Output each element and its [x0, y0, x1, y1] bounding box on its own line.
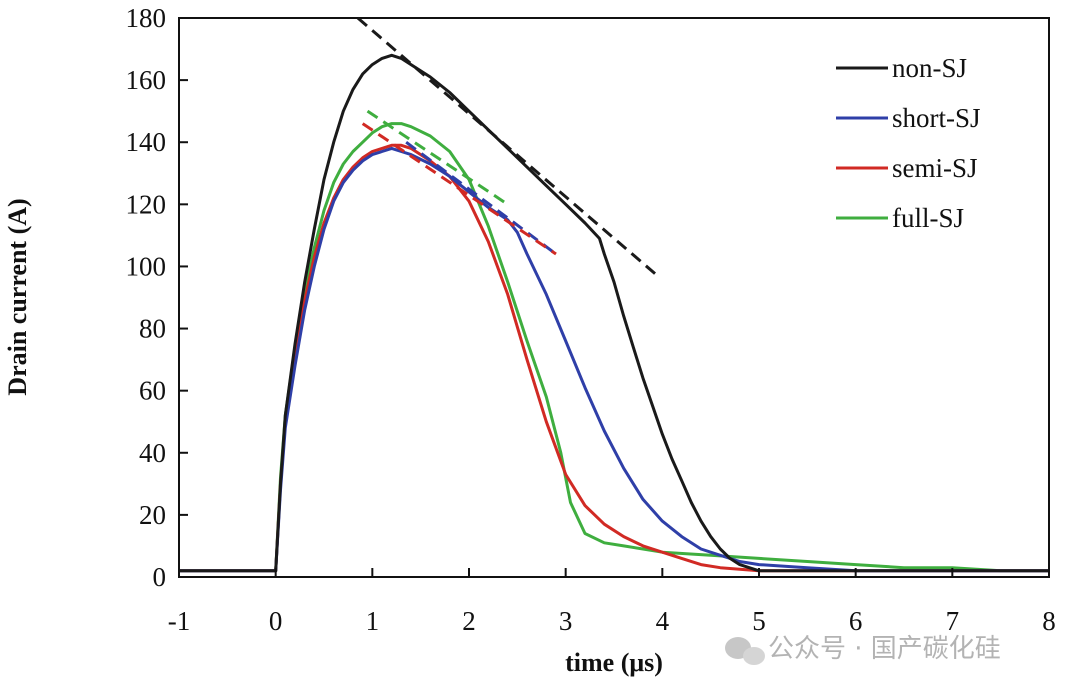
y-tick-label: 40 — [139, 438, 166, 468]
legend-label-non-SJ: non-SJ — [892, 53, 967, 83]
y-tick-label: 120 — [126, 189, 167, 219]
y-axis-ticks: 0 20 40 60 80 100 120 140 160 180 — [126, 3, 188, 592]
y-tick-label: 140 — [126, 127, 167, 157]
reference-lines — [356, 16, 659, 277]
watermark: 公众号 · 国产碳化硅 — [725, 634, 1001, 665]
x-tick-label: 4 — [656, 606, 670, 636]
legend-label-semi-SJ: semi-SJ — [892, 153, 978, 183]
legend-label-full-SJ: full-SJ — [892, 203, 964, 233]
x-axis-title: time (μs) — [565, 648, 663, 677]
x-tick-label: 5 — [752, 606, 766, 636]
y-tick-label: 80 — [139, 314, 166, 344]
x-tick-label: 8 — [1042, 606, 1056, 636]
y-tick-label: 160 — [126, 65, 167, 95]
wechat-icon — [725, 637, 765, 665]
y-tick-label: 100 — [126, 251, 167, 281]
legend: non-SJ short-SJ semi-SJ full-SJ — [836, 53, 981, 233]
plot-frame — [178, 17, 1050, 578]
watermark-text: 公众号 · 国产碳化硅 — [768, 634, 1001, 664]
x-tick-label: -1 — [168, 606, 191, 636]
x-tick-label: 3 — [559, 606, 573, 636]
y-axis-title: Drain current (A) — [3, 198, 32, 395]
y-tick-label: 180 — [126, 3, 167, 33]
y-tick-label: 20 — [139, 500, 166, 530]
x-tick-label: 6 — [849, 606, 863, 636]
series-line-non-SJ — [179, 53, 1049, 573]
reference-dashed-line — [405, 141, 557, 256]
reference-dashed-line — [356, 16, 659, 277]
reference-dashed-line — [361, 122, 557, 256]
series-line-full-SJ — [179, 122, 1049, 573]
x-tick-label: 1 — [366, 606, 380, 636]
x-tick-label: 0 — [269, 606, 283, 636]
series-line-short-SJ — [179, 146, 1049, 573]
x-tick-label: 7 — [946, 606, 960, 636]
x-tick-label: 2 — [462, 606, 476, 636]
series-line-semi-SJ — [179, 143, 1049, 573]
y-tick-label: 60 — [139, 376, 166, 406]
reference-dashed-line — [366, 109, 509, 206]
y-tick-label: 0 — [153, 562, 167, 592]
series-layer — [179, 53, 1049, 573]
x-axis-ticks: -1 0 1 2 3 4 5 6 7 8 — [168, 568, 1056, 636]
legend-label-short-SJ: short-SJ — [892, 103, 981, 133]
